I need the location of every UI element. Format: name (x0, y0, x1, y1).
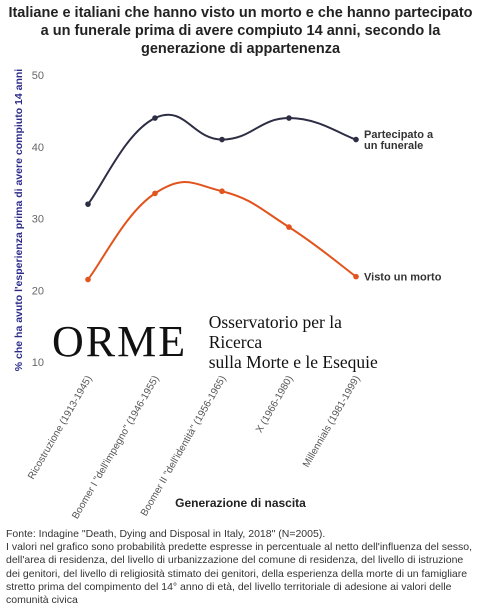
x-axis-label: Generazione di nascita (175, 496, 306, 510)
data-point (353, 136, 359, 143)
chart-title: Italiane e italiani che hanno visto un m… (8, 5, 473, 57)
series-line (87, 181, 357, 281)
y-tick-label: 20 (32, 285, 44, 297)
data-point (286, 115, 292, 121)
data-point (219, 136, 225, 143)
x-tick-label: X (1966-1980) (254, 374, 295, 435)
data-point (152, 190, 158, 197)
footer-notes: Fonte: Indagine "Death, Dying and Dispos… (6, 528, 476, 607)
series-points (85, 115, 359, 283)
data-point (85, 276, 91, 283)
logo-text: Osservatorio per la Ricerca sulla Morte … (209, 312, 398, 372)
logo-text-line2: sulla Morte e le Esequie (208, 352, 378, 372)
y-tick-label: 10 (32, 357, 44, 369)
data-point (286, 224, 292, 230)
logo-text-line1: Osservatorio per la Ricerca (208, 312, 342, 352)
series-labels: Partecipato a un funerale Visto un morto (364, 129, 442, 284)
data-point (353, 273, 359, 280)
x-tick-label: Ricostruzione (1913-1945) (26, 374, 94, 482)
logo-mark: ORME (52, 317, 188, 366)
footer-note: I valori nel grafico sono probabilità pr… (6, 541, 473, 607)
series-label: Partecipato a un funerale (364, 129, 434, 152)
y-tick-label: 30 (32, 214, 44, 226)
data-point (152, 115, 158, 121)
y-tick-label: 40 (32, 142, 44, 154)
y-axis-ticks: 10 20 30 40 50 (32, 70, 44, 369)
y-axis-label: % che ha avuto l'esperienza prima di ave… (13, 68, 25, 372)
orme-logo: ORME Osservatorio per la Ricerca sulla M… (52, 312, 398, 372)
y-tick-label: 50 (32, 70, 44, 82)
data-point (219, 188, 225, 195)
footer-source: Fonte: Indagine "Death, Dying and Dispos… (6, 528, 326, 540)
x-tick-label: Millennials (1981-1999) (301, 374, 363, 470)
series-label: Visto un morto (364, 272, 442, 284)
data-point (85, 201, 91, 207)
